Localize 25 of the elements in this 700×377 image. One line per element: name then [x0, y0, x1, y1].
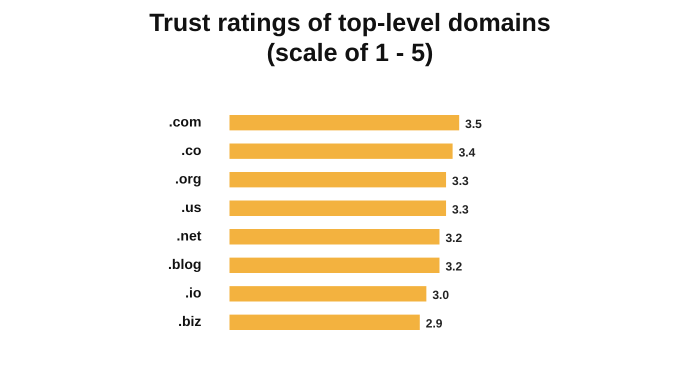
- data-label: 3.2: [445, 231, 462, 246]
- bar: [229, 143, 453, 159]
- data-label: 3.3: [452, 174, 470, 188]
- y-tick-label: .org: [174, 170, 202, 187]
- bar: [229, 172, 446, 188]
- y-tick-label: .net: [176, 228, 202, 244]
- y-tick-label: .co: [181, 142, 202, 158]
- y-tick-label: .us: [181, 199, 202, 216]
- data-label: 3.3: [452, 202, 470, 217]
- bar: [229, 114, 460, 130]
- chart-title: Trust ratings of top-level domains (scale of 1 - 5): [148, 8, 552, 68]
- y-tick-label: .blog: [168, 256, 202, 272]
- y-tick-label: .com: [168, 114, 202, 130]
- bar: [229, 258, 440, 273]
- bar: [229, 286, 426, 302]
- data-label: 3.2: [445, 260, 462, 274]
- data-label: 3.4: [458, 146, 476, 160]
- data-label: 2.9: [426, 316, 443, 331]
- bar: [229, 200, 446, 216]
- y-tick-label: .biz: [178, 313, 202, 330]
- data-label: 3.0: [432, 288, 450, 302]
- bar: [229, 229, 440, 244]
- bar: [229, 314, 420, 330]
- data-label: 3.5: [465, 116, 482, 131]
- y-tick-label: .io: [185, 284, 202, 301]
